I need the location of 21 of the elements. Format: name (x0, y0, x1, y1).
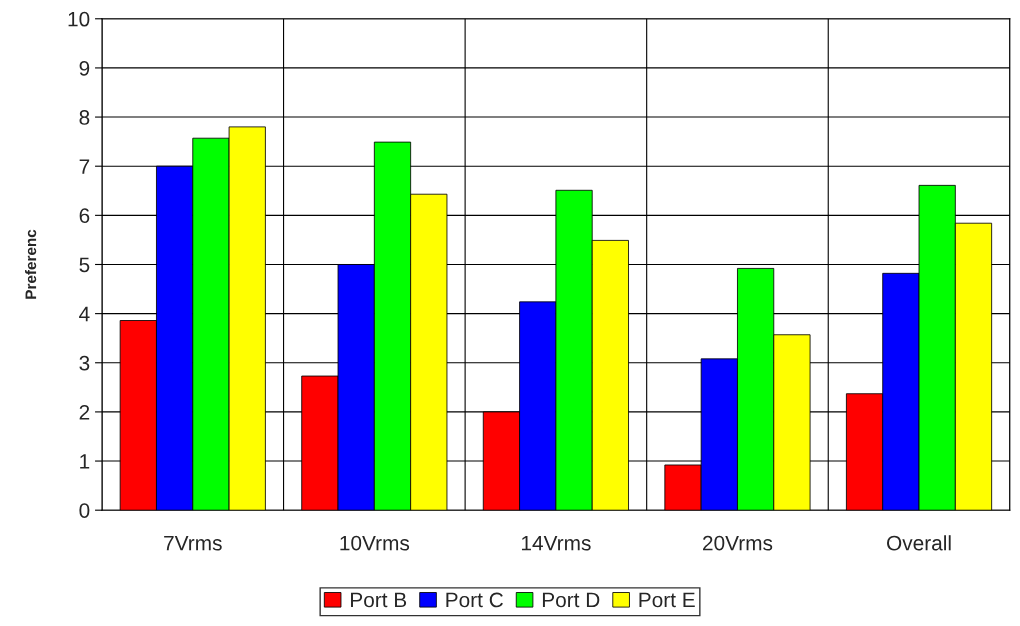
y-tick-label: 5 (79, 257, 90, 273)
y-tick-label: 0 (79, 503, 90, 518)
y-tick-label: 4 (79, 306, 90, 322)
x-tick-label: 14Vrms (521, 535, 591, 551)
y-tick-label: 10 (68, 11, 90, 27)
legend-label: Port B (351, 592, 407, 608)
y-tick-label: 6 (79, 208, 90, 224)
y-tick-label: 1 (80, 454, 90, 469)
x-tick-label: 7Vrms (164, 535, 222, 551)
x-tick-label: Overall (887, 535, 951, 551)
x-tick-label: 20Vrms (703, 535, 773, 551)
y-tick-label: 3 (79, 355, 90, 371)
y-tick-label: 8 (79, 110, 90, 125)
y-axis-title: Preferenc (25, 229, 37, 299)
y-tick-label: 9 (79, 60, 90, 76)
legend-label: Port D (542, 592, 600, 608)
legend-label: Port C (446, 592, 503, 608)
legend-label: Port E (639, 592, 695, 608)
y-tick-label: 7 (79, 159, 90, 174)
x-tick-label: 10Vrms (340, 535, 410, 551)
y-tick-label: 2 (79, 404, 90, 420)
